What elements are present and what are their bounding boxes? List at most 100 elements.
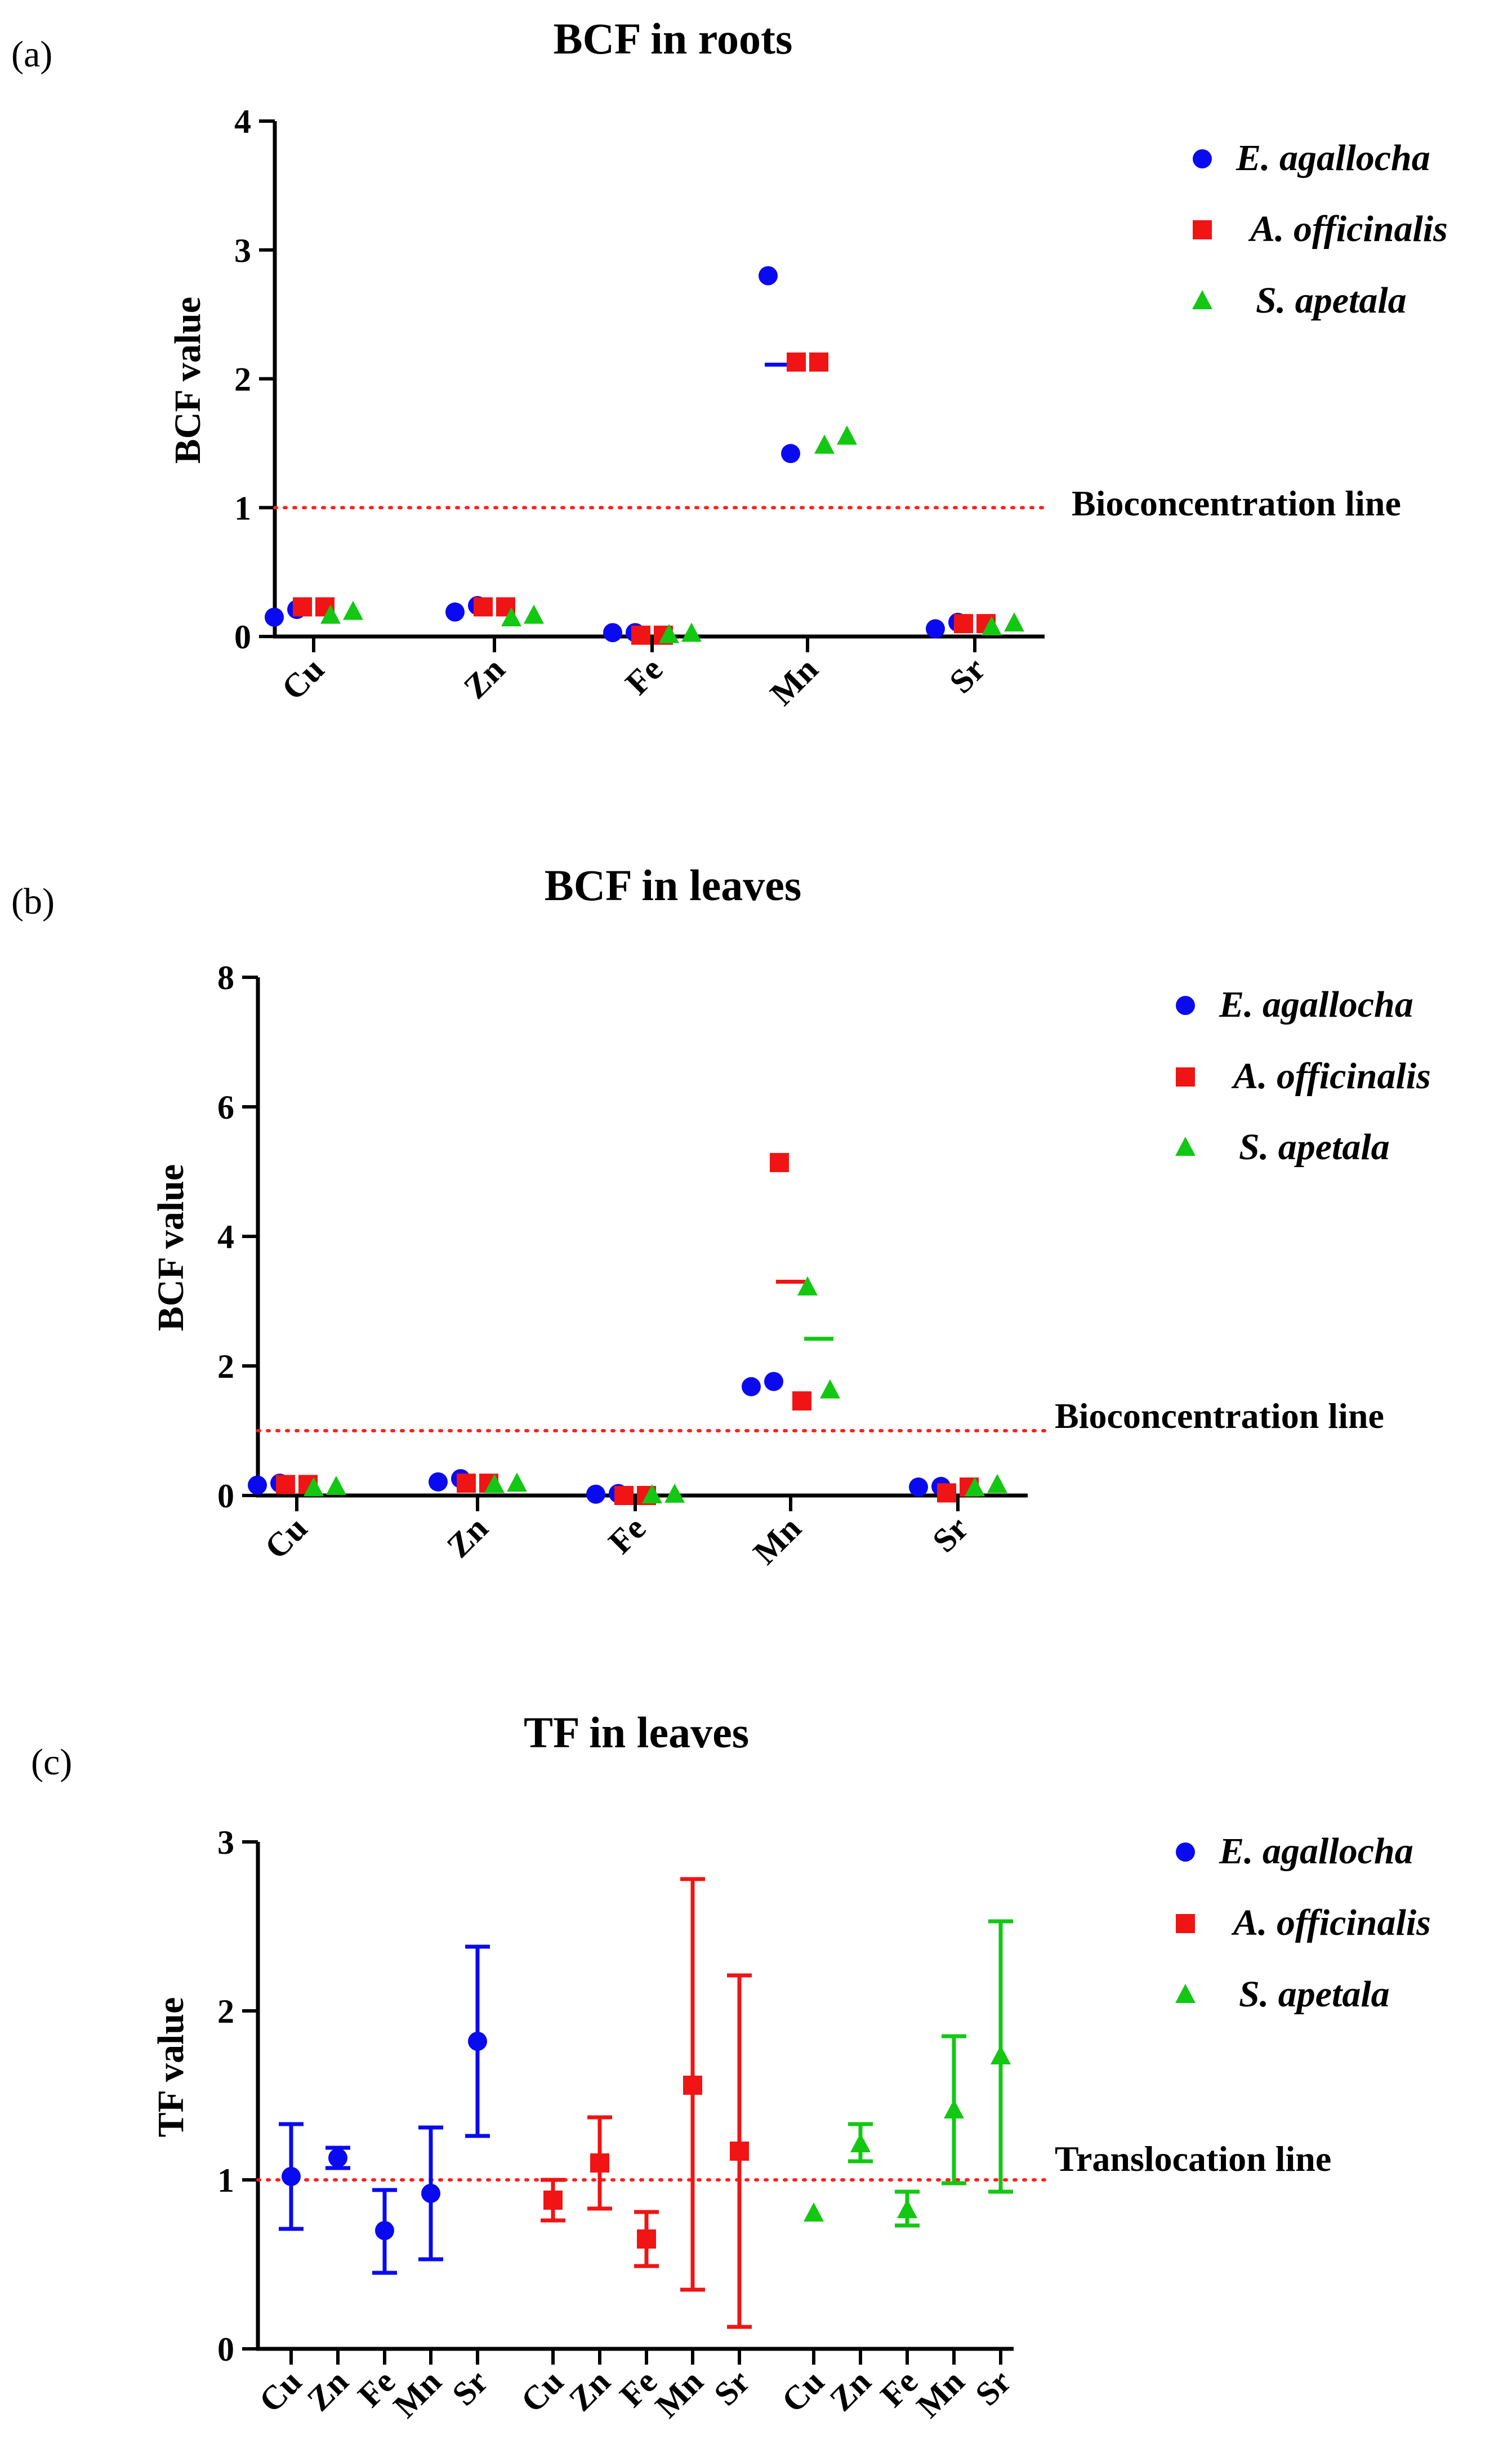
data-point <box>683 2076 702 2095</box>
data-point <box>282 2167 301 2186</box>
data-point <box>909 1477 928 1497</box>
data-point <box>787 352 806 372</box>
series-s-apetala <box>320 425 1024 643</box>
data-point <box>937 1483 956 1503</box>
data-point <box>614 1486 634 1505</box>
data-point <box>982 616 1002 635</box>
data-point <box>304 1477 324 1497</box>
data-point <box>543 2191 563 2210</box>
legend-marker-e-agallocha <box>1176 996 1195 1015</box>
data-point <box>897 2199 917 2218</box>
data-point <box>586 1484 605 1504</box>
data-point <box>850 2133 871 2152</box>
data-point <box>603 623 622 643</box>
data-point <box>659 624 679 643</box>
chart-title-b: BCF in leaves <box>545 861 801 910</box>
data-point <box>809 352 828 372</box>
legend-b: E. agallocha A. officinalis S. apetala <box>1219 984 1431 1168</box>
data-point <box>375 2221 394 2240</box>
legend-marker-a-officinalis <box>1176 1914 1195 1933</box>
data-point <box>265 607 284 627</box>
chart-title-a: BCF in roots <box>554 14 793 63</box>
legend-a: E. agallocha A. officinalis S. apetala <box>1236 137 1448 321</box>
data-point <box>804 2202 824 2222</box>
reference-line-label-a: Bioconcentration line <box>1072 483 1401 523</box>
data-point <box>343 600 363 620</box>
legend-label-a-officinalis: A. officinalis <box>1248 208 1448 250</box>
data-point <box>764 1372 783 1391</box>
legend-marker-a-officinalis <box>1193 220 1212 239</box>
legend-label-e-agallocha: E. agallocha <box>1219 984 1413 1025</box>
legend-label-e-agallocha: E. agallocha <box>1236 137 1430 179</box>
data-point <box>429 1472 448 1492</box>
series-e-agallocha <box>265 266 967 643</box>
y-axis-title-c: TF value <box>150 1997 191 2138</box>
data-point <box>820 1379 840 1399</box>
data-point <box>944 2099 964 2118</box>
chart-title-c: TF in leaves <box>524 1708 749 1757</box>
series-s-apetala <box>304 1276 1007 1503</box>
legend-label-s-apetala: S. apetala <box>1256 280 1407 321</box>
data-point <box>637 2229 656 2249</box>
y-axis-title-a: BCF value <box>167 297 208 464</box>
y-tick-label: 0 <box>234 618 251 656</box>
legend-label-s-apetala: S. apetala <box>1239 1127 1390 1168</box>
data-point <box>797 1276 818 1296</box>
panel-label-a: (a) <box>11 34 52 75</box>
legend-marker-s-apetala <box>1175 1984 1196 2003</box>
y-tick-label: 3 <box>234 232 251 269</box>
data-point <box>484 1474 505 1493</box>
data-point <box>631 625 650 645</box>
y-tick-label: 2 <box>217 1348 234 1385</box>
data-point <box>1004 612 1024 632</box>
y-tick-label: 0 <box>217 1477 234 1515</box>
panel-label-c: (c) <box>31 1742 72 1783</box>
legend-label-e-agallocha: E. agallocha <box>1219 1831 1413 1872</box>
data-point <box>792 1391 811 1411</box>
data-point <box>501 607 521 626</box>
data-point <box>468 2032 487 2051</box>
series-a-officinalis <box>541 1877 752 2329</box>
series-s-apetala <box>804 1919 1013 2228</box>
y-tick-label: 3 <box>217 1824 234 1861</box>
data-point <box>965 1477 985 1497</box>
legend-marker-e-agallocha <box>1193 149 1212 168</box>
y-tick-label: 4 <box>234 103 251 140</box>
data-point <box>276 1475 295 1494</box>
data-point <box>248 1475 267 1495</box>
data-point <box>837 425 857 445</box>
data-point <box>742 1377 761 1396</box>
data-point <box>642 1484 662 1503</box>
data-point <box>328 2148 347 2167</box>
data-point <box>926 619 945 639</box>
data-point <box>987 1474 1007 1493</box>
legend-label-s-apetala: S. apetala <box>1239 1974 1390 2015</box>
legend-marker-s-apetala <box>1192 290 1212 309</box>
data-point <box>954 614 973 634</box>
y-tick-label: 6 <box>217 1089 234 1126</box>
panel-a: (a) BCF in roots BCF value Bioconcentrat… <box>11 14 1448 713</box>
data-point <box>524 604 544 624</box>
data-point <box>781 444 800 464</box>
legend-c: E. agallocha A. officinalis S. apetala <box>1219 1831 1431 2015</box>
panel-b: (b) BCF in leaves BCF value Bioconcentra… <box>11 861 1431 1572</box>
legend-marker-a-officinalis <box>1176 1067 1195 1087</box>
y-tick-label: 1 <box>234 489 251 527</box>
panel-label-b: (b) <box>11 881 55 922</box>
data-point <box>814 434 835 454</box>
y-tick-label: 1 <box>217 2162 234 2199</box>
data-point <box>421 2184 440 2203</box>
series-e-agallocha <box>279 1944 490 2275</box>
data-point <box>991 2045 1011 2064</box>
y-tick-label: 2 <box>234 361 251 398</box>
data-point <box>590 2153 609 2173</box>
data-point <box>293 597 312 617</box>
y-tick-label: 4 <box>217 1218 234 1256</box>
legend-label-a-officinalis: A. officinalis <box>1231 1056 1431 1097</box>
reference-line-label-c: Translocation line <box>1055 2139 1331 2179</box>
legend-marker-e-agallocha <box>1176 1842 1195 1862</box>
data-point <box>507 1472 527 1492</box>
data-point <box>759 266 778 286</box>
